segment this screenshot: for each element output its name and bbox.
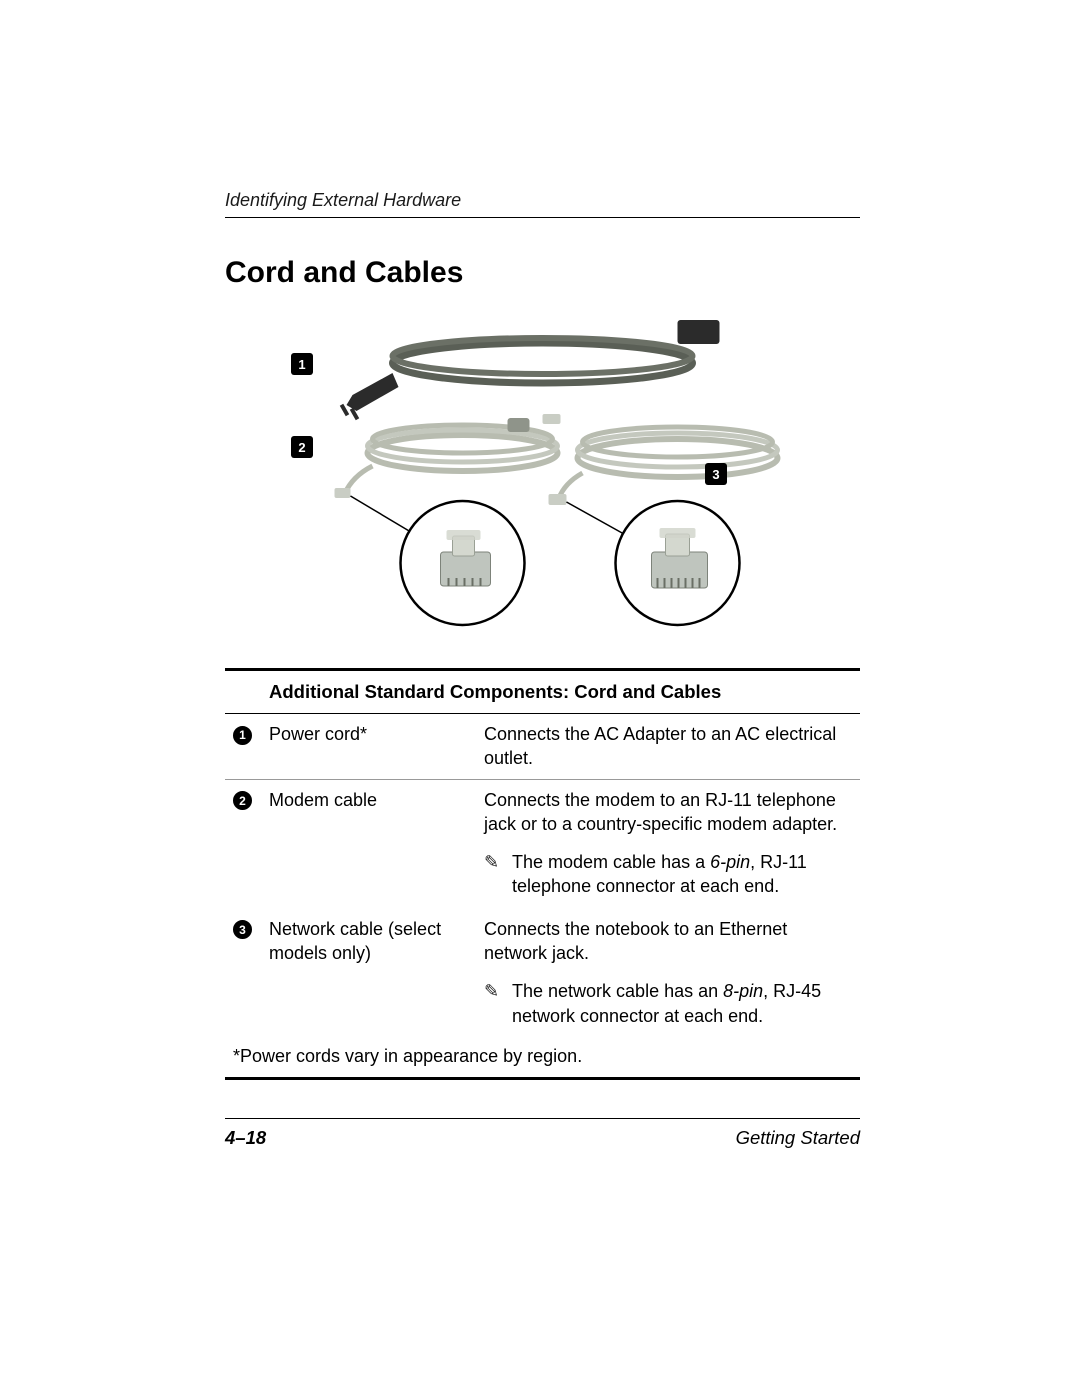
component-description: Connects the modem to an RJ-11 telephone… [484,788,852,837]
chapter-name: Identifying External Hardware [225,190,461,210]
diagram-callout-2: 2 [291,436,313,458]
component-description: Connects the notebook to an Ethernet net… [484,917,852,966]
table-row: 1Power cord*Connects the AC Adapter to a… [225,714,860,780]
diagram-callout-3: 3 [705,463,727,485]
component-name: Network cable (select models only) [269,917,484,966]
page-footer: 4–18 Getting Started [225,1118,860,1149]
component-description: Connects the AC Adapter to an AC electri… [484,722,852,771]
row-number: 3 [233,917,269,966]
section-title: Cord and Cables [225,256,860,290]
table-footnote: *Power cords vary in appearance by regio… [225,1038,860,1077]
table-row: 3Network cable (select models only)Conne… [225,909,860,974]
table-row: 2Modem cableConnects the modem to an RJ-… [225,780,860,845]
cables-diagram: 1 2 3 [225,318,860,628]
diagram-callout-1: 1 [291,353,313,375]
book-title: Getting Started [736,1127,860,1149]
component-note: ✎The modem cable has a 6-pin, RJ-11 tele… [225,844,860,909]
table-title: Additional Standard Components: Cord and… [225,671,860,714]
row-number: 2 [233,788,269,837]
row-number: 1 [233,722,269,771]
page-number: 4–18 [225,1127,266,1149]
running-header: Identifying External Hardware [225,190,860,218]
component-name: Modem cable [269,788,484,837]
note-text: The modem cable has a 6-pin, RJ-11 telep… [512,850,852,899]
note-icon: ✎ [484,979,512,1028]
note-text: The network cable has an 8-pin, RJ-45 ne… [512,979,852,1028]
component-name: Power cord* [269,722,484,771]
component-note: ✎The network cable has an 8-pin, RJ-45 n… [225,973,860,1038]
components-table: Additional Standard Components: Cord and… [225,668,860,1080]
note-icon: ✎ [484,850,512,899]
